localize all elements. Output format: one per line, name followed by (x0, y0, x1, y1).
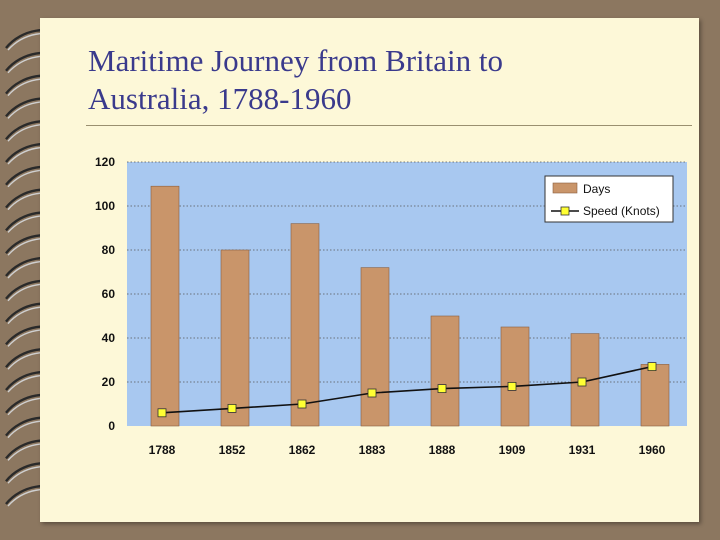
marker-speed (647, 362, 657, 372)
y-tick-label: 100 (95, 199, 115, 213)
slide-title-line-1: Maritime Journey from Britain to (88, 43, 503, 78)
y-tick-label: 20 (102, 375, 116, 389)
legend: Days Speed (Knots) (544, 175, 674, 223)
x-tick-label: 1909 (499, 443, 526, 457)
marker-speed (297, 399, 307, 409)
y-tick-label: 0 (108, 419, 115, 433)
y-tick-label: 40 (102, 331, 116, 345)
slide-title-line-2: Australia, 1788-1960 (88, 81, 352, 116)
legend-label-speed: Speed (Knots) (583, 204, 660, 218)
marker-speed (157, 408, 167, 418)
bar-days (360, 267, 390, 427)
bar-days (640, 364, 670, 427)
bar-days (430, 315, 460, 427)
marker-speed (437, 384, 447, 394)
marker-speed (507, 381, 517, 391)
line-speed (161, 365, 653, 414)
x-tick-label: 1883 (359, 443, 386, 457)
bar-days (290, 223, 320, 427)
x-tick-label: 1852 (219, 443, 246, 457)
bar-days (150, 185, 180, 427)
bar-days (220, 249, 250, 427)
slide-title: Maritime Journey from Britain to Austral… (88, 42, 688, 118)
x-tick-label: 1862 (289, 443, 316, 457)
legend-marker-speed (560, 206, 570, 216)
y-tick-label: 120 (95, 155, 115, 169)
title-divider (86, 125, 692, 126)
marker-speed (577, 377, 587, 387)
marker-speed (227, 403, 237, 413)
x-tick-label: 1960 (639, 443, 666, 457)
legend-swatch-days (552, 182, 578, 194)
y-tick-label: 60 (102, 287, 116, 301)
x-tick-label: 1931 (569, 443, 596, 457)
x-tick-label: 1788 (149, 443, 176, 457)
marker-speed (367, 388, 377, 398)
legend-label-days: Days (583, 182, 610, 196)
y-tick-label: 80 (102, 243, 116, 257)
bar-days (500, 326, 530, 427)
x-tick-label: 1888 (429, 443, 456, 457)
